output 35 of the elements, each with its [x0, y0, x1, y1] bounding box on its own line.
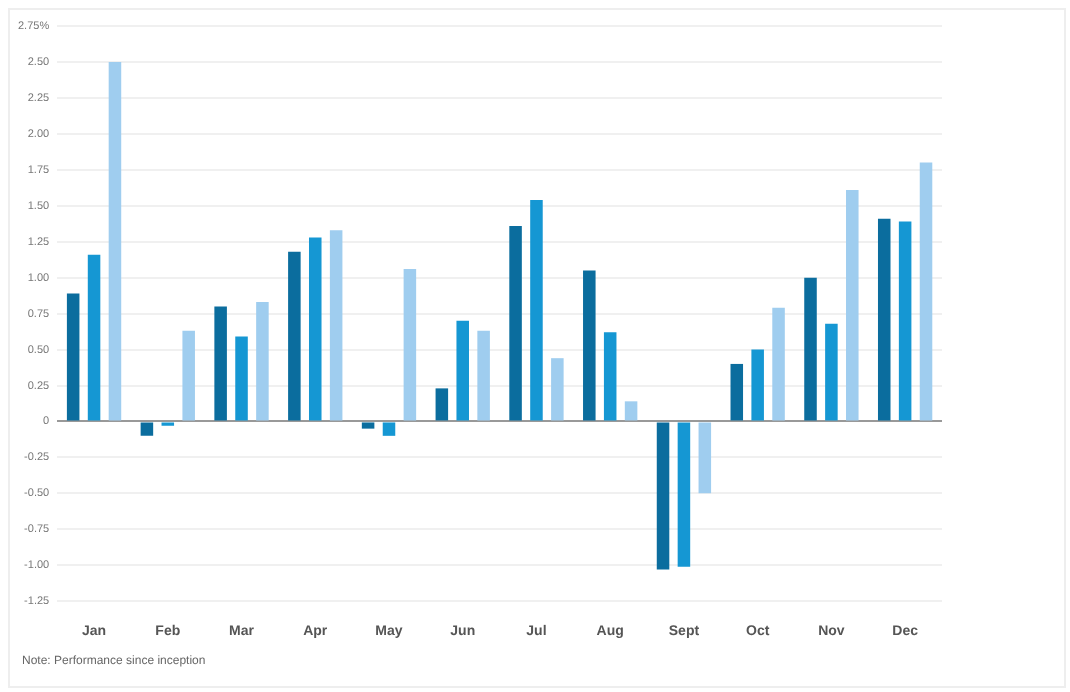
bar [403, 269, 417, 421]
bar [624, 401, 638, 421]
bar [877, 218, 891, 421]
bar [214, 306, 227, 421]
bar [108, 61, 122, 421]
bar [919, 162, 933, 421]
bar [140, 422, 154, 436]
bar [308, 237, 322, 421]
bar [66, 293, 80, 421]
bar [329, 230, 343, 421]
bar [898, 221, 912, 421]
bar [603, 332, 617, 421]
bar [456, 320, 469, 421]
bar [235, 336, 248, 421]
bar [772, 307, 785, 421]
bar [288, 251, 301, 421]
bar [87, 254, 101, 421]
bar [730, 363, 744, 421]
bar [551, 358, 564, 421]
bar [509, 225, 522, 421]
bar [751, 349, 764, 421]
bar [256, 302, 269, 421]
bar [583, 270, 596, 421]
bar [677, 422, 691, 567]
bar [656, 422, 670, 570]
bar [698, 422, 712, 494]
bar [846, 189, 859, 421]
bar [825, 323, 838, 421]
bar [530, 200, 543, 421]
bar [435, 388, 449, 421]
bar [182, 330, 195, 421]
bar [804, 277, 817, 421]
bar [382, 422, 396, 436]
bar [477, 330, 490, 421]
bar [361, 422, 375, 429]
